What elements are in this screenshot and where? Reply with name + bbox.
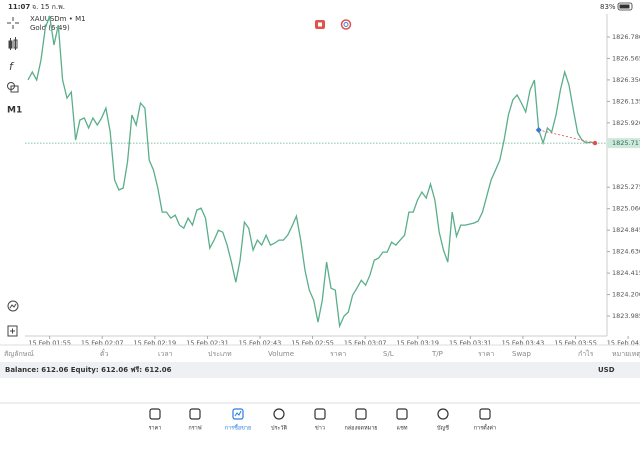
symbol-label: XAUUSDm • M1	[30, 15, 86, 23]
signal-icon[interactable]	[340, 19, 352, 30]
chart-type-tool[interactable]	[8, 37, 18, 50]
column-header: หมายเหตุ	[612, 350, 640, 358]
tab-icon	[396, 408, 408, 420]
add-tool[interactable]	[7, 325, 18, 337]
objects-tool[interactable]	[7, 82, 19, 93]
zoom-tool[interactable]	[7, 300, 19, 312]
tab-item[interactable]: การตั้งค่า	[474, 408, 496, 432]
tab-icon	[189, 408, 201, 420]
x-tick-label: 15 Feb 02:19	[133, 339, 176, 347]
x-tick-label: 15 Feb 02:07	[81, 339, 124, 347]
timeframe-button[interactable]: M1	[7, 106, 22, 116]
y-tick-label: 1826.780	[612, 33, 640, 41]
x-tick-label: 15 Feb 02:31	[186, 339, 229, 347]
x-tick-label: 15 Feb 03:31	[449, 339, 492, 347]
x-tick-label: 15 Feb 02:55	[291, 339, 334, 347]
y-tick-label: 1824.200	[612, 291, 640, 299]
status-date: จ. 15 ก.พ.	[32, 3, 65, 11]
trade-link	[538, 129, 596, 144]
y-tick-label: 1823.985	[612, 312, 640, 320]
account-currency: USD	[598, 366, 615, 374]
y-tick-label: 1826.135	[612, 97, 640, 105]
column-header: T/P	[431, 350, 443, 358]
column-header: ราคา	[330, 350, 346, 358]
symbol-description: Gold (6-49)	[30, 24, 70, 32]
account-summary: Balance: 612.06 Equity: 612.06 ฟรี: 612.…	[5, 366, 172, 374]
y-tick-label: 1824.845	[612, 226, 640, 234]
tab-icon	[232, 408, 244, 420]
crosshair-tool[interactable]	[7, 17, 19, 29]
y-tick-label: 1825.060	[612, 205, 640, 213]
tab-label: ราคา	[149, 426, 162, 432]
tab-item[interactable]: กล่องจดหมาย	[344, 408, 378, 432]
y-tick-label: 1824.415	[612, 269, 640, 277]
tab-item[interactable]: บัญชี	[437, 408, 449, 432]
x-tick-label: 15 Feb 03:43	[502, 339, 545, 347]
tab-item[interactable]: แชท	[396, 408, 408, 432]
tab-label: กล่องจดหมาย	[344, 426, 377, 432]
entry-marker[interactable]	[535, 127, 542, 133]
tab-icon	[314, 408, 326, 420]
x-tick-label: 15 Feb 02:43	[239, 339, 282, 347]
column-header: ราคา	[478, 350, 494, 358]
y-tick-label: 1824.630	[612, 248, 640, 256]
y-tick-label: 1825.275	[612, 183, 640, 191]
x-tick-label: 15 Feb 03:19	[396, 339, 439, 347]
column-header: S/L	[383, 350, 394, 358]
column-header: Volume	[268, 350, 294, 358]
x-tick-label: 15 Feb 01:55	[28, 339, 71, 347]
x-tick-label: 15 Feb 04:07	[607, 339, 640, 347]
price-line	[27, 15, 596, 329]
tab-icon	[437, 408, 449, 420]
column-header: ประเภท	[208, 350, 232, 358]
x-tick-label: 15 Feb 03:55	[554, 339, 597, 347]
column-header: กำไร	[578, 349, 594, 358]
tab-label: แชท	[397, 425, 408, 432]
tab-icon	[273, 408, 285, 420]
battery-percent: 83%	[600, 3, 616, 11]
tab-item[interactable]: ประวัติ	[271, 408, 287, 432]
tab-label: ข่าว	[315, 426, 325, 432]
account-bar	[0, 362, 640, 378]
one-click-icon-inner	[318, 22, 322, 27]
tab-label: บัญชี	[437, 425, 449, 432]
tab-icon	[149, 408, 161, 420]
y-tick-label: 1826.350	[612, 76, 640, 84]
tab-label: กราฟ	[188, 425, 201, 432]
tab-bar: ราคา กราฟ การซื้อขาย ประวัติ ข่าว กล่องจดหมาย…	[149, 408, 496, 432]
signal-icon-inner	[343, 22, 349, 27]
battery-icon	[617, 2, 633, 11]
column-header: เวลา	[158, 350, 173, 358]
left-toolbar: f	[7, 17, 19, 337]
indicators-tool[interactable]: f	[9, 60, 15, 73]
y-tick-label: 1825.920	[612, 119, 640, 127]
tab-icon	[355, 408, 367, 420]
status-time: 11:07	[8, 3, 30, 11]
column-header: สัญลักษณ์	[4, 350, 34, 358]
battery-level	[619, 4, 630, 9]
y-tick-label: 1826.565	[612, 54, 640, 62]
tab-label: การซื้อขาย	[225, 424, 251, 432]
tab-item[interactable]: ข่าว	[314, 408, 326, 432]
exit-marker[interactable]	[592, 140, 598, 146]
column-header: Swap	[512, 350, 531, 358]
tab-label: การตั้งค่า	[474, 424, 496, 432]
price-chart: 1826.780 1826.565 1826.350 1826.135 1825.920…	[25, 14, 640, 347]
tab-label: ประวัติ	[271, 425, 287, 432]
tab-item[interactable]: กราฟ	[188, 408, 202, 432]
tab-icon-line	[234, 410, 242, 417]
positions-table-header: สัญลักษณ์ ตั๋ว เวลา ประเภท Volume ราคา S/L T/P ร…	[4, 349, 640, 358]
current-price-badge	[607, 138, 640, 149]
x-tick-label: 15 Feb 03:07	[344, 339, 387, 347]
tab-item[interactable]: การซื้อขาย	[225, 408, 251, 432]
tab-icon	[479, 408, 491, 420]
tab-item[interactable]: ราคา	[149, 408, 162, 432]
column-header: ตั๋ว	[100, 349, 109, 358]
current-price-label: 1825.717	[612, 139, 640, 147]
